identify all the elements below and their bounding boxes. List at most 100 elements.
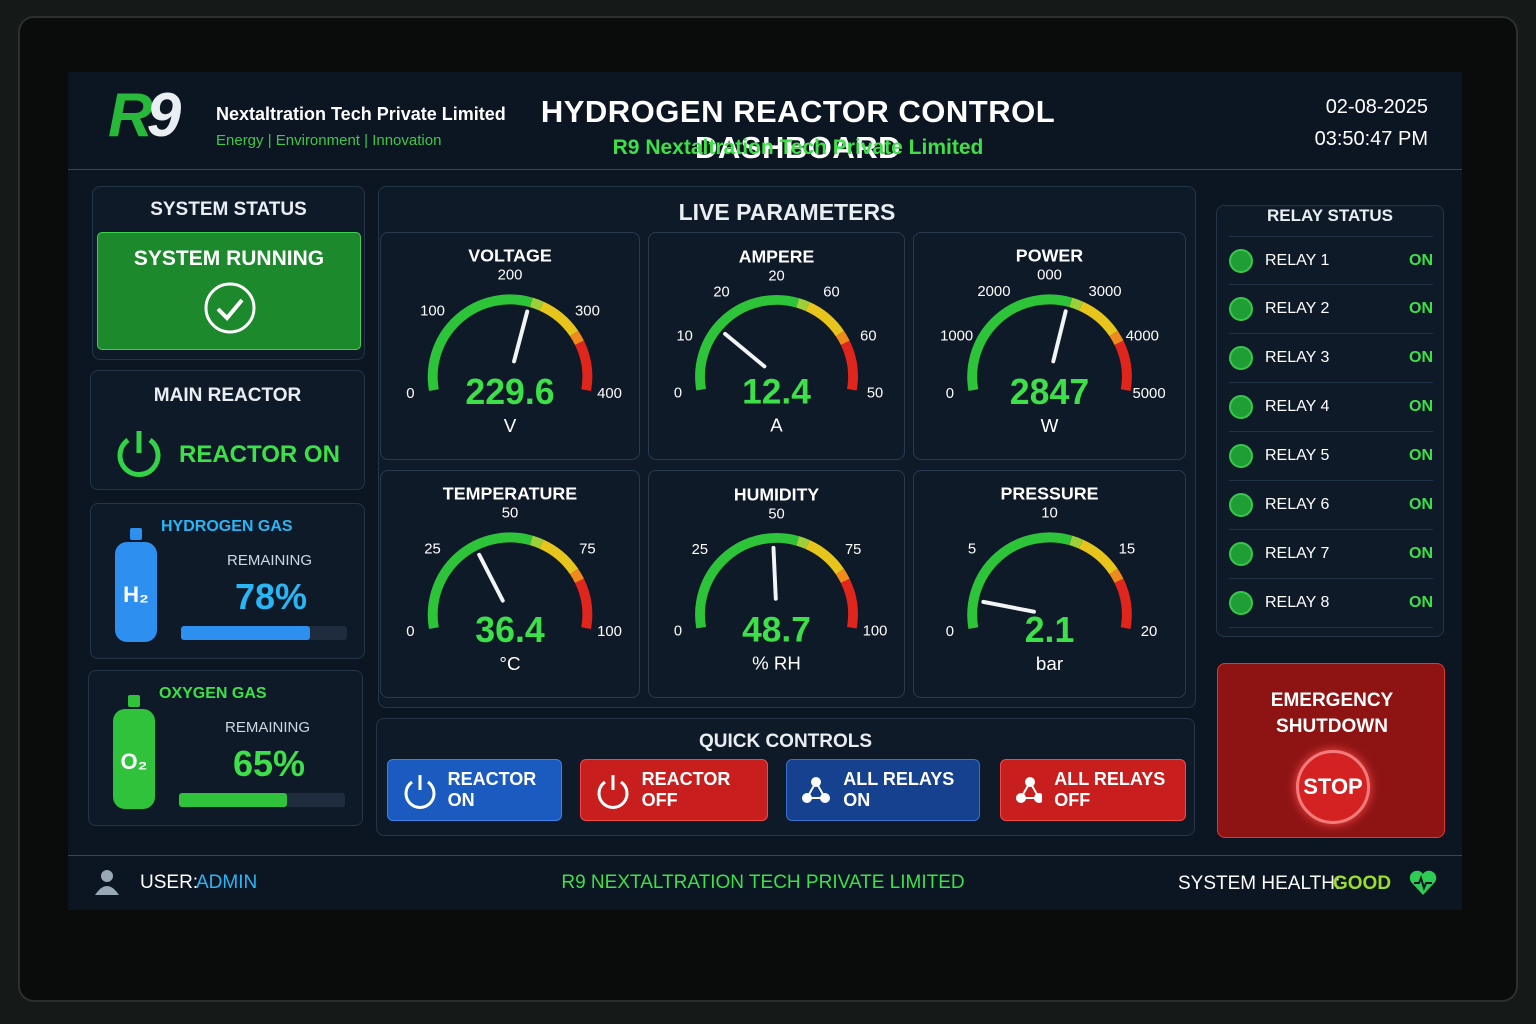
relay-name: RELAY 4 xyxy=(1265,398,1330,415)
relay-row: RELAY 8 ON xyxy=(1229,579,1433,628)
gauge-arc xyxy=(805,302,844,337)
gauge-arc xyxy=(1069,297,1083,311)
cylinder-valve xyxy=(130,528,142,540)
gauge: HUMIDITY 0 25 50 75 100 48.7 % RH xyxy=(674,484,887,673)
relay-row: RELAY 5 ON xyxy=(1229,432,1433,481)
panel-title: SYSTEM STATUS xyxy=(150,199,307,220)
gas-symbol: H₂ xyxy=(123,582,149,607)
reactor-on-button[interactable]: REACTOR ON xyxy=(387,759,562,821)
gas-name: OXYGEN GAS xyxy=(159,685,267,702)
gauge-arc xyxy=(796,536,810,550)
button-label: ALL RELAYS ON xyxy=(843,769,955,810)
gauge-tick-label: 0 xyxy=(946,386,954,402)
remaining-track xyxy=(181,626,347,640)
all-relays-on-button[interactable]: ALL RELAYS ON xyxy=(786,759,980,821)
gauge-title: AMPERE xyxy=(739,246,815,266)
gauge-tick-label: 2000 xyxy=(977,284,1010,300)
gauge-arc xyxy=(427,294,533,392)
gauge-tick-label: 3000 xyxy=(1089,284,1122,300)
gauge-unit: °C xyxy=(499,653,520,674)
emergency-panel: EMERGENCY SHUTDOWN STOP xyxy=(1217,663,1445,838)
footer: USER: ADMIN R9 NEXTALTRATION TECH PRIVAT… xyxy=(68,855,1462,910)
relay-indicator xyxy=(1229,395,1253,419)
dashboard-subtitle: R9 Nextaltration Tech Private Limited xyxy=(612,136,984,159)
gauge-tick-label: 50 xyxy=(867,386,883,402)
gauge-tick-label: 0 xyxy=(406,624,414,640)
all-relays-off-button[interactable]: ALL RELAYS OFF xyxy=(1000,759,1186,821)
gauge-arc xyxy=(1114,340,1132,392)
gauge-unit: W xyxy=(1041,415,1059,436)
gauge-tick-label: 400 xyxy=(597,386,622,402)
gauge-value: 36.4 xyxy=(475,610,545,650)
gauge-arc xyxy=(695,295,799,391)
gas-panel: H₂ HYDROGEN GAS REMAINING 78% xyxy=(90,503,365,659)
gauge-tick-label: 20 xyxy=(768,268,784,284)
gauge-needle xyxy=(981,599,1036,614)
gauge-tick-label: 75 xyxy=(579,542,596,558)
relay-state: ON xyxy=(1409,496,1433,513)
relay-state: ON xyxy=(1409,594,1433,611)
gauge-card: POWER 0 1000 2000 000 3000 4000 5000 2847 W xyxy=(913,232,1186,460)
gauge-grid: VOLTAGE 0 100 200 300 400 229.6 V AMPERE 0 10 20 20 6… xyxy=(380,232,1186,698)
gauge-needle xyxy=(771,545,778,601)
reactor-off-button[interactable]: REACTOR OFF xyxy=(580,759,768,821)
gauge-tick-label: 10 xyxy=(1041,506,1058,522)
gauge-value: 48.7 xyxy=(742,610,811,649)
gauge-tick-label: 20 xyxy=(713,285,729,301)
gauge-tick-label: 75 xyxy=(845,542,861,558)
stop-button[interactable]: STOP xyxy=(1296,750,1370,824)
relay-state: ON xyxy=(1409,349,1433,366)
gauge-arc xyxy=(569,330,584,346)
gauge-title: PRESSURE xyxy=(1000,484,1098,504)
relay-name: RELAY 3 xyxy=(1265,349,1330,366)
gauge-tick-label: 4000 xyxy=(1126,329,1159,345)
gauge-tick-label: 50 xyxy=(768,506,784,522)
gauge-arc xyxy=(1078,301,1118,337)
gauge-value: 2.1 xyxy=(1025,610,1075,650)
gauge-arc xyxy=(1109,568,1124,584)
gauge-tick-label: 15 xyxy=(1119,542,1136,558)
gauge-arc xyxy=(574,578,593,630)
relay-state: ON xyxy=(1409,251,1433,269)
gauge: PRESSURE 0 5 10 15 20 2.1 bar xyxy=(946,484,1158,675)
relay-indicator xyxy=(1229,346,1253,370)
remaining-track xyxy=(179,793,345,807)
cylinder-valve xyxy=(128,695,140,707)
health-icon xyxy=(1409,870,1437,895)
gauge-tick-label: 300 xyxy=(575,304,600,320)
gas-panel: O₂ OXYGEN GAS REMAINING 65% xyxy=(88,670,363,826)
time: 03:50:47 PM xyxy=(1314,128,1428,150)
gauge-arc xyxy=(805,540,844,575)
gas-cylinder: O₂ xyxy=(113,695,155,809)
gauge-arc xyxy=(695,533,799,629)
user-icon xyxy=(95,870,119,895)
gauge-arc xyxy=(796,298,810,312)
gauge-tick-label: 0 xyxy=(674,624,682,640)
gas-name: HYDROGEN GAS xyxy=(161,518,293,535)
gas-symbol: O₂ xyxy=(121,749,148,774)
gauge-arc xyxy=(539,539,579,575)
reactor-state: REACTOR ON xyxy=(179,441,340,468)
relay-row: RELAY 2 ON xyxy=(1229,285,1433,334)
relay-row: RELAY 4 ON xyxy=(1229,383,1433,432)
check-icon xyxy=(204,282,256,334)
relay-indicator xyxy=(1229,297,1253,321)
gauge-arc xyxy=(427,532,533,630)
gauge-title: HUMIDITY xyxy=(734,484,819,504)
panel-title: QUICK CONTROLS xyxy=(698,731,873,752)
gauge-tick-label: 100 xyxy=(420,304,445,320)
cylinder-body xyxy=(115,542,157,642)
relay-icon xyxy=(1016,777,1043,803)
gauge-arc xyxy=(1109,330,1124,346)
gauge-unit: % RH xyxy=(752,652,801,673)
screen: R9 Nextaltration Tech Private Limited En… xyxy=(68,72,1462,910)
gauge-tick-label: 000 xyxy=(1037,268,1062,284)
gauge-tick-label: 60 xyxy=(860,329,876,345)
gauge-card: AMPERE 0 10 20 20 60 60 50 12.4 A xyxy=(648,232,905,460)
gauge-tick-label: 0 xyxy=(674,386,682,402)
remaining-value: 65% xyxy=(233,743,306,784)
main-reactor-panel: MAIN REACTOR REACTOR ON xyxy=(90,370,365,490)
company-name: Nextaltration Tech Private Limited xyxy=(216,104,506,124)
button-label: ALL RELAYS OFF xyxy=(1054,769,1166,810)
